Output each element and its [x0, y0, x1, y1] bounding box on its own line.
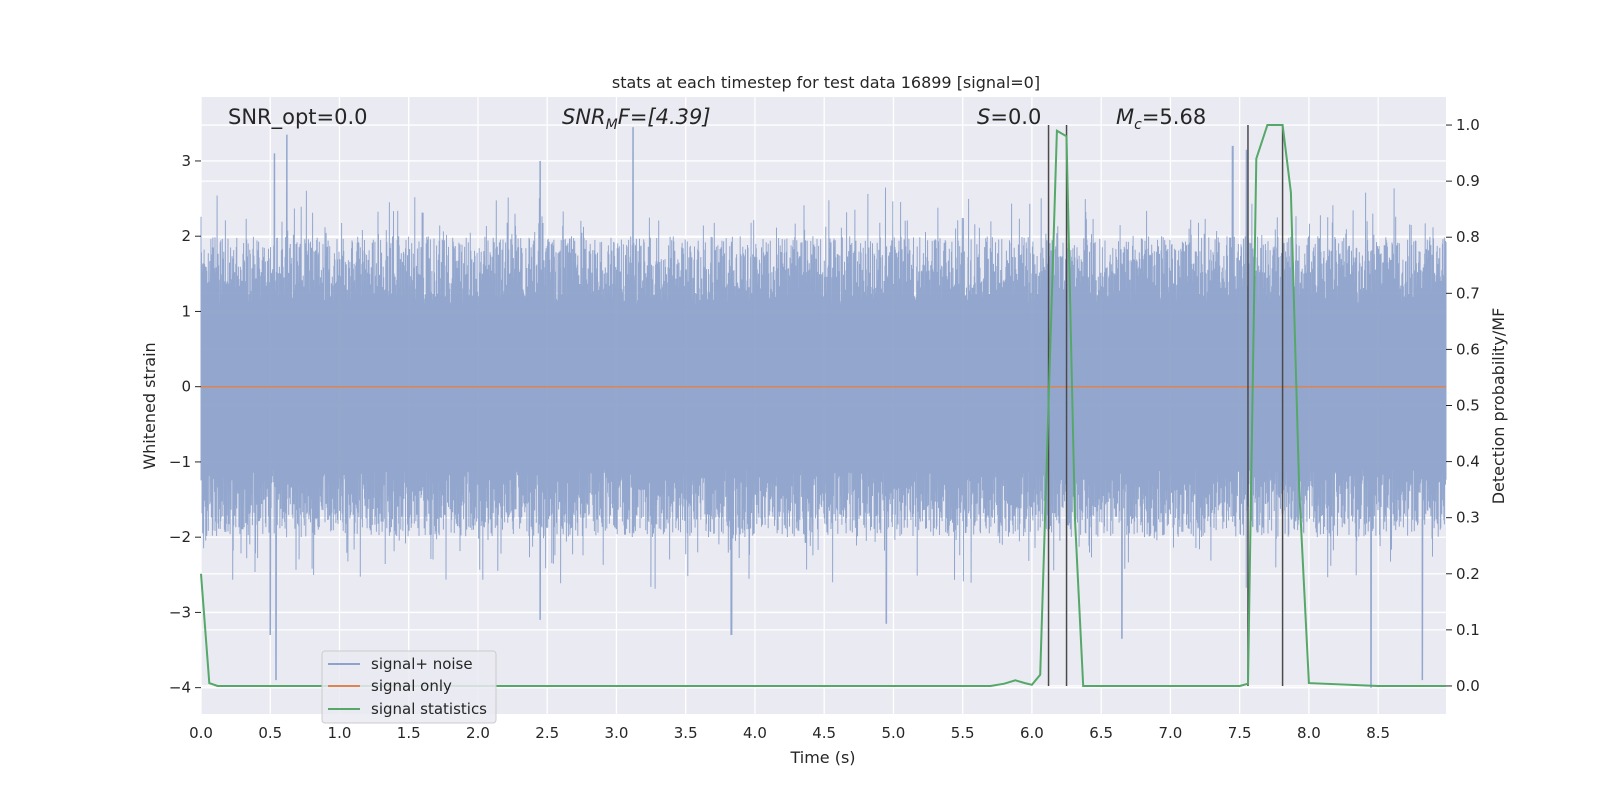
x-tick-label: 8.5 — [1366, 724, 1390, 742]
legend-label-signal: signal only — [371, 677, 452, 695]
x-tick-label: 8.0 — [1297, 724, 1321, 742]
y2-tick-label: 0.8 — [1456, 228, 1480, 246]
x-tick-label: 4.5 — [812, 724, 836, 742]
x-tick-label: 6.0 — [1020, 724, 1044, 742]
y2-tick-label: 0.7 — [1456, 284, 1480, 302]
noise-line — [200, 127, 1447, 688]
annotation-snr-opt: SNR_opt=0.0 — [228, 105, 368, 130]
stats-line — [200, 124, 1446, 687]
x-tick-label: 7.5 — [1228, 724, 1252, 742]
legend-box — [321, 650, 497, 724]
annotation-mc: Mc=5.68 — [1116, 105, 1206, 133]
x-tick-label: 1.5 — [397, 724, 421, 742]
x-tick-label: 2.5 — [535, 724, 559, 742]
y-axis-label: Whitened strain — [140, 342, 159, 469]
legend: signal+ noise signal only signal statist… — [321, 650, 497, 724]
y-tick-label: −1 — [169, 453, 191, 471]
y2-tick-label: 0.5 — [1456, 397, 1480, 415]
x-axis-label: Time (s) — [789, 748, 855, 767]
x-ticks: 0.0 0.5 1.0 1.5 2.0 2.5 3.0 3.5 4.0 4.5 5.0 5.5 6.0 6… — [189, 724, 1390, 742]
y-tick-label: −4 — [169, 679, 191, 697]
x-tick-label: 0.0 — [189, 724, 213, 742]
x-tick-label: 2.0 — [466, 724, 490, 742]
y2-ticks: 0.0 0.1 0.2 0.3 0.4 0.5 0.6 0.7 0.8 0.9 1.0 — [1446, 116, 1480, 695]
y2-tick-label: 0.9 — [1456, 172, 1480, 190]
x-tick-label: 7.0 — [1158, 724, 1182, 742]
x-tick-label: 6.5 — [1089, 724, 1113, 742]
y2-tick-label: 0.2 — [1456, 565, 1480, 583]
y-ticks: −4 −3 −2 −1 0 1 2 3 — [169, 152, 201, 697]
x-tick-label: 3.0 — [605, 724, 629, 742]
x-tick-label: 5.5 — [951, 724, 975, 742]
y-tick-label: 2 — [181, 227, 191, 245]
y-tick-label: 1 — [181, 302, 191, 320]
annotation-snr-mf: SNRMF=[4.39] — [562, 105, 711, 133]
y2-tick-label: 0.4 — [1456, 453, 1480, 471]
legend-label-stats: signal statistics — [371, 700, 487, 718]
x-tick-label: 3.5 — [674, 724, 698, 742]
y-tick-label: −2 — [169, 528, 191, 546]
noise-series — [200, 127, 1447, 688]
y-tick-label: −3 — [169, 603, 191, 621]
y2-tick-label: 0.0 — [1456, 677, 1480, 695]
annotation-s: S=0.0 — [977, 105, 1041, 129]
vertical-markers — [1047, 125, 1284, 686]
x-tick-label: 5.0 — [882, 724, 906, 742]
y2-tick-label: 1.0 — [1456, 116, 1480, 134]
y2-axis-label: Detection probability/MF — [1489, 308, 1508, 505]
legend-label-noise: signal+ noise — [371, 655, 473, 673]
x-tick-label: 1.0 — [328, 724, 352, 742]
x-tick-label: 0.5 — [258, 724, 282, 742]
stats-series — [200, 124, 1446, 687]
y-tick-label: 0 — [181, 378, 191, 396]
x-tick-label: 4.0 — [743, 724, 767, 742]
chart-title: stats at each timestep for test data 168… — [612, 73, 1040, 92]
y2-tick-label: 0.6 — [1456, 340, 1480, 358]
y-tick-label: 3 — [181, 152, 191, 170]
y2-tick-label: 0.1 — [1456, 621, 1480, 639]
y2-tick-label: 0.3 — [1456, 509, 1480, 527]
